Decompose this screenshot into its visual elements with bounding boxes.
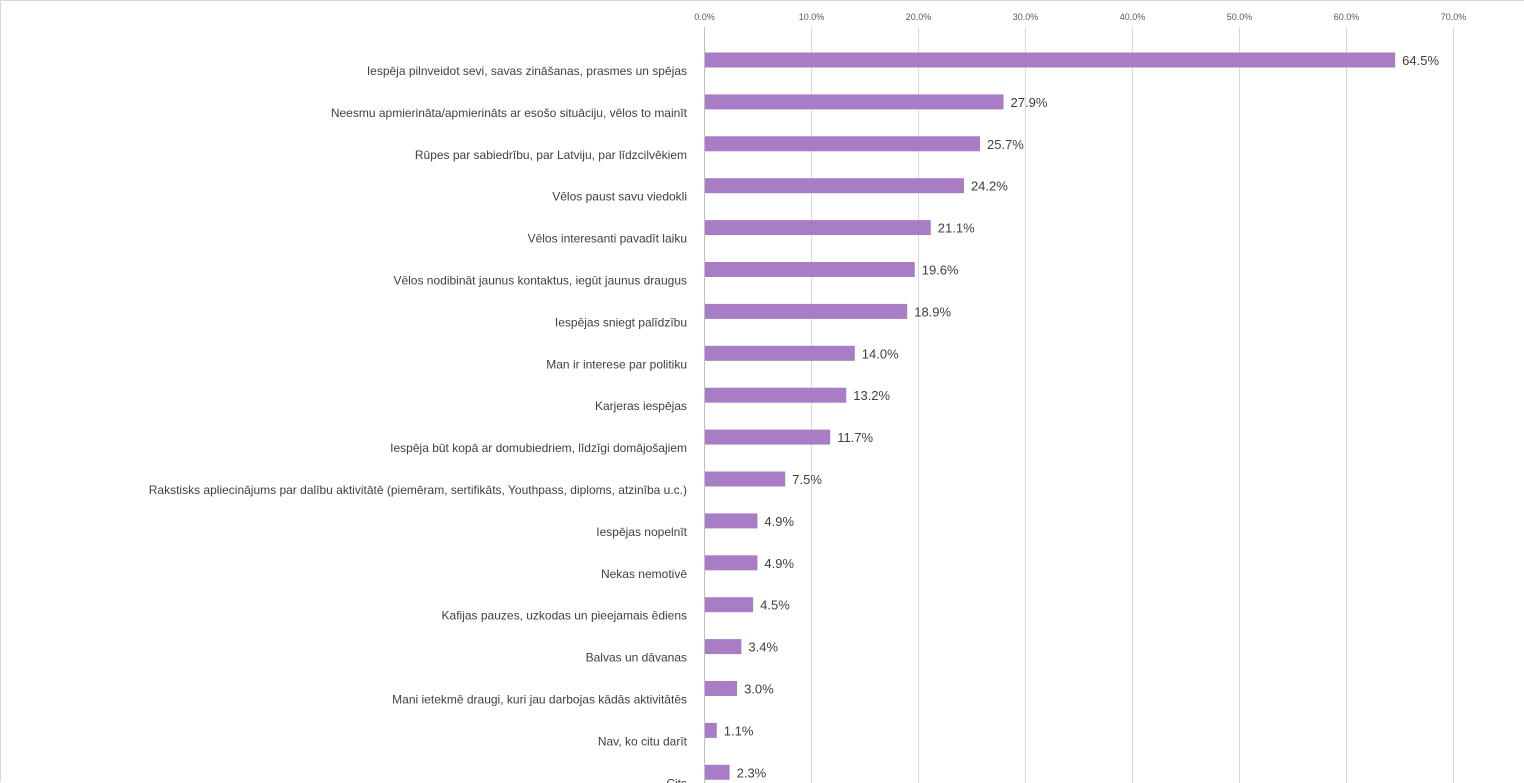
data-label: 3.0% <box>744 682 774 697</box>
bar <box>705 764 730 780</box>
data-label: 4.5% <box>760 598 790 613</box>
category-label: Vēlos interesanti pavadīt laiku <box>528 232 687 246</box>
x-tick-label: 60.0% <box>1334 12 1360 22</box>
data-labels: 64.5% 27.9% 25.7% 24.2% 21.1% 19.6% 18.9% 14.0%… <box>724 53 1440 780</box>
x-tick-label: 30.0% <box>1013 12 1039 22</box>
x-axis-tick-labels: 0.0% 10.0% 20.0% 30.0% 40.0% 50.0% 60.0% 70.0% <box>694 12 1466 22</box>
x-tick-label: 10.0% <box>799 12 825 22</box>
category-label: Balvas un dāvanas <box>586 651 687 665</box>
x-tick-label: 50.0% <box>1227 12 1253 22</box>
category-label: Iespēja būt kopā ar domubiedriem, līdzīg… <box>390 441 687 455</box>
data-label: 18.9% <box>914 304 951 319</box>
bar <box>705 471 786 487</box>
category-label: Vēlos nodibināt jaunus kontaktus, iegūt … <box>393 274 687 288</box>
bar <box>705 639 742 655</box>
bar <box>705 597 754 613</box>
category-label: Iespējas nopelnīt <box>596 525 687 539</box>
data-label: 2.3% <box>737 765 767 780</box>
bars <box>705 52 1396 780</box>
category-labels: Iespēja pilnveidot sevi, savas zināšanas… <box>149 64 688 783</box>
data-label: 4.9% <box>764 556 794 571</box>
data-label: 13.2% <box>853 388 890 403</box>
bar <box>705 52 1396 68</box>
data-label: 21.1% <box>938 221 975 236</box>
x-tick-label: 0.0% <box>694 12 715 22</box>
bar <box>705 555 758 571</box>
bar <box>705 387 847 403</box>
data-label: 14.0% <box>862 346 899 361</box>
category-label: Mani ietekmē draugi, kuri jau darbojas k… <box>392 693 687 707</box>
data-label: 19.6% <box>922 263 959 278</box>
data-label: 11.7% <box>837 430 873 445</box>
gridlines <box>811 27 1454 783</box>
category-label: Nekas nemotivē <box>601 567 687 581</box>
bar <box>705 345 855 361</box>
data-label: 7.5% <box>792 472 822 487</box>
category-label: Iespēja pilnveidot sevi, savas zināšanas… <box>367 64 687 78</box>
category-label: Rakstisks apliecinājums par dalību aktiv… <box>149 483 687 497</box>
category-label: Rūpes par sabiedrību, par Latviju, par l… <box>415 148 687 162</box>
bar <box>705 681 738 696</box>
category-label: Nav, ko citu darīt <box>598 734 688 748</box>
data-label: 25.7% <box>987 137 1024 152</box>
x-tick-label: 70.0% <box>1441 12 1467 22</box>
category-label: Man ir interese par politiku <box>546 357 687 371</box>
bar <box>705 94 1004 110</box>
x-tick-label: 40.0% <box>1120 12 1146 22</box>
bar <box>705 262 915 277</box>
category-label: Kafijas pauzes, uzkodas un pieejamais ēd… <box>442 609 687 623</box>
x-tick-label: 20.0% <box>906 12 932 22</box>
category-label: Cits <box>666 776 687 783</box>
data-label: 24.2% <box>971 179 1008 194</box>
category-label: Karjeras iespējas <box>595 399 687 413</box>
data-label: 64.5% <box>1402 53 1439 68</box>
category-label: Neesmu apmierināta/apmierināts ar esošo … <box>331 106 688 120</box>
bar <box>705 429 831 445</box>
bar <box>705 178 964 194</box>
bar <box>705 513 758 529</box>
bar <box>705 136 980 152</box>
data-label: 27.9% <box>1011 95 1048 110</box>
category-label: Iespējas sniegt palīdzību <box>555 315 687 329</box>
bar <box>705 722 717 738</box>
bar <box>705 303 908 319</box>
data-label: 1.1% <box>724 723 754 738</box>
bar <box>705 220 931 236</box>
data-label: 3.4% <box>748 640 778 655</box>
data-label: 4.9% <box>764 514 794 529</box>
category-label: Vēlos paust savu viedokli <box>552 190 687 204</box>
